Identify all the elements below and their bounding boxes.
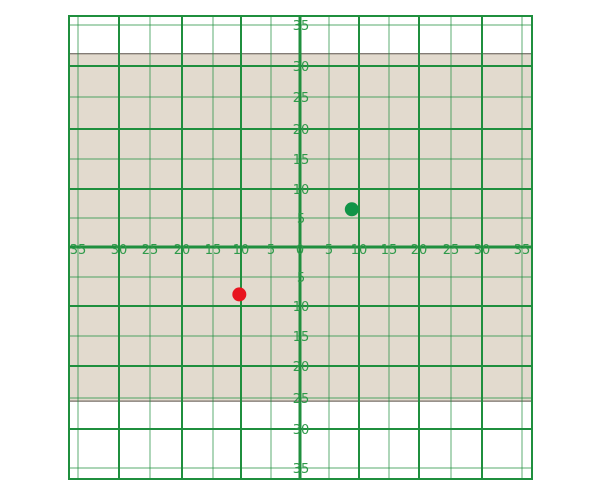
x-tick-label: 0 bbox=[296, 243, 304, 258]
x-tick-label: 15 bbox=[205, 243, 222, 258]
y-tick-label: 35 bbox=[293, 462, 310, 477]
x-tick-label: 5 bbox=[267, 243, 275, 258]
y-tick-label: 35 bbox=[293, 19, 310, 34]
x-tick-label: 10 bbox=[233, 243, 250, 258]
x-tick-label: 35 bbox=[70, 243, 87, 258]
data-point bbox=[232, 287, 247, 302]
y-tick-label: 20 bbox=[293, 360, 310, 375]
y-tick-label: 5 bbox=[297, 212, 305, 227]
data-point bbox=[344, 202, 359, 217]
y-tick-label: 15 bbox=[293, 153, 310, 168]
plot-border bbox=[68, 15, 533, 480]
x-tick-label: 30 bbox=[111, 243, 128, 258]
y-tick-label: 5 bbox=[297, 271, 305, 286]
x-tick-label: 35 bbox=[514, 243, 531, 258]
x-tick-label: 30 bbox=[474, 243, 491, 258]
x-tick-label: 25 bbox=[142, 243, 159, 258]
y-tick-label: 30 bbox=[293, 423, 310, 438]
y-tick-label: 10 bbox=[293, 300, 310, 315]
x-tick-label: 20 bbox=[411, 243, 428, 258]
y-tick-label: 25 bbox=[293, 91, 310, 106]
x-tick-label: 10 bbox=[351, 243, 368, 258]
x-tick-label: 5 bbox=[325, 243, 333, 258]
y-tick-label: 20 bbox=[293, 123, 310, 138]
x-tick-label: 15 bbox=[381, 243, 398, 258]
y-tick-label: 10 bbox=[293, 183, 310, 198]
x-tick-label: 20 bbox=[174, 243, 191, 258]
x-tick-label: 25 bbox=[443, 243, 460, 258]
y-tick-label: 25 bbox=[293, 392, 310, 407]
y-tick-label: 15 bbox=[293, 330, 310, 345]
y-tick-label: 30 bbox=[293, 60, 310, 75]
